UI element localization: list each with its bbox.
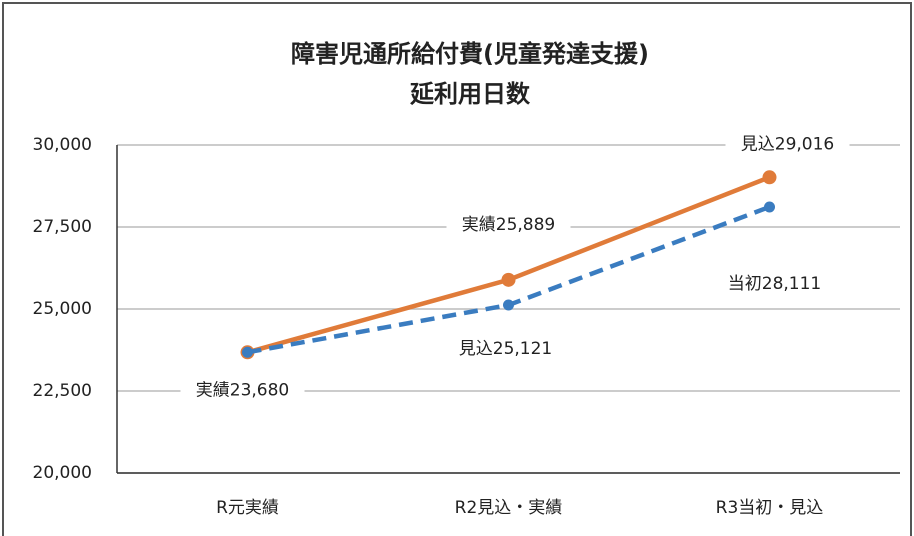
marker bbox=[501, 272, 516, 287]
marker bbox=[764, 201, 775, 213]
chart-subtitle: 延利用日数 bbox=[409, 80, 531, 108]
x-tick-label: R元実績 bbox=[216, 498, 279, 518]
marker bbox=[503, 299, 514, 311]
label-bg bbox=[446, 212, 571, 237]
marker bbox=[762, 170, 777, 185]
data-label: 実績23,680 bbox=[196, 380, 289, 400]
data-label: 見込29,016 bbox=[741, 134, 834, 154]
label-bg bbox=[180, 378, 305, 403]
y-tick-label: 25,000 bbox=[33, 299, 92, 319]
label-bg bbox=[443, 337, 568, 362]
y-tick-label: 20,000 bbox=[33, 463, 92, 483]
label-bg bbox=[712, 271, 837, 296]
x-tick-label: R3当初・見込 bbox=[716, 498, 824, 518]
data-label: 実績25,889 bbox=[462, 215, 555, 235]
data-label: 当初28,111 bbox=[728, 274, 821, 294]
y-tick-label: 22,500 bbox=[33, 381, 92, 401]
chart-title: 障害児通所給付費(児童発達支援) bbox=[291, 40, 649, 68]
marker bbox=[242, 346, 253, 358]
y-tick-label: 30,000 bbox=[33, 135, 92, 155]
y-tick-label: 27,500 bbox=[33, 217, 92, 237]
x-tick-label: R2見込・実績 bbox=[455, 498, 563, 518]
label-bg bbox=[725, 132, 850, 157]
data-label: 見込25,121 bbox=[459, 339, 552, 359]
